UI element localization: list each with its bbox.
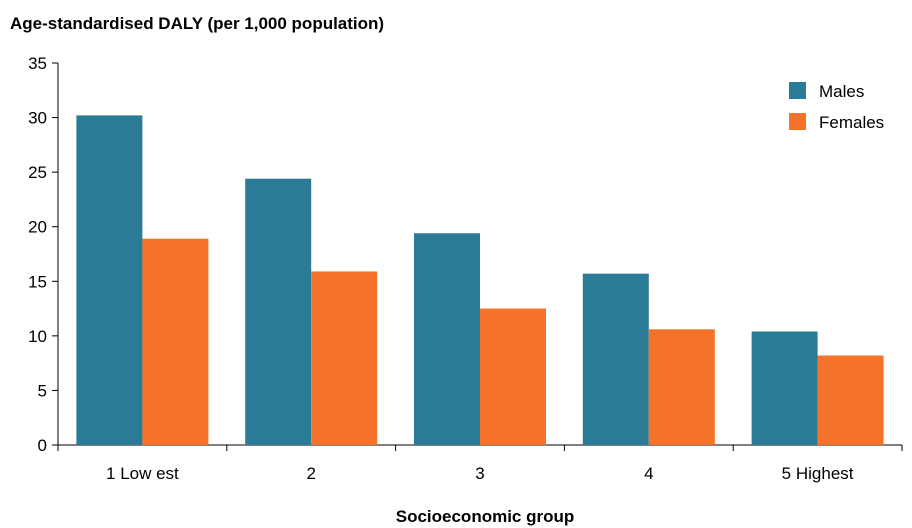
bar-males <box>414 233 480 445</box>
legend-swatch-males <box>789 82 806 99</box>
x-tick-label: 1 Low est <box>106 464 179 483</box>
y-tick-label: 30 <box>28 109 47 128</box>
bar-females <box>480 308 546 445</box>
x-tick-label: 5 Highest <box>782 464 854 483</box>
x-axis: 1 Low est 2 3 4 5 Highest <box>57 444 903 483</box>
y-tick-label: 35 <box>28 54 47 73</box>
y-tick-label: 10 <box>28 327 47 346</box>
x-tick-label: 4 <box>644 464 653 483</box>
legend: Males Females <box>789 82 884 132</box>
bar-males <box>245 178 312 446</box>
legend-label-females: Females <box>819 113 884 132</box>
y-tick-label: 0 <box>38 436 47 455</box>
x-tick-label: 2 <box>306 464 315 483</box>
bar-males <box>76 115 143 445</box>
bar-females <box>311 271 378 445</box>
y-axis: 0 5 10 15 20 25 30 35 <box>28 54 59 455</box>
legend-label-males: Males <box>819 82 864 101</box>
bar-females <box>817 355 884 445</box>
y-tick-label: 20 <box>28 218 47 237</box>
bars <box>76 115 884 446</box>
bar-females <box>142 238 209 445</box>
x-tick-label: 3 <box>475 464 484 483</box>
bar-males <box>582 273 649 445</box>
chart-title: Age-standardised DALY (per 1,000 populat… <box>10 14 384 33</box>
y-tick-label: 5 <box>38 381 47 400</box>
y-tick-label: 15 <box>28 272 47 291</box>
x-axis-label: Socioeconomic group <box>396 507 575 526</box>
y-tick-label: 25 <box>28 163 47 182</box>
bar-females <box>648 329 715 445</box>
bar-males <box>751 331 818 445</box>
legend-swatch-females <box>789 113 806 130</box>
